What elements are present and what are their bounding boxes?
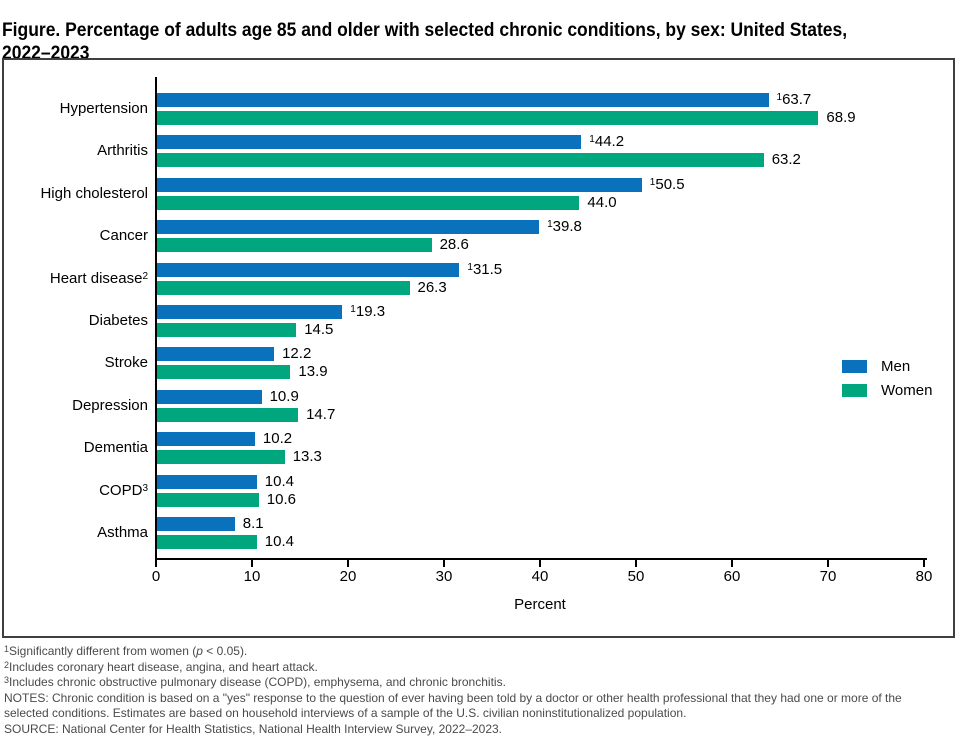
footnote-notes-line-2: selected conditions. Estimates are based… <box>4 706 956 722</box>
legend-label-women: Women <box>881 382 932 399</box>
footnote-2: 2Includes coronary heart disease, angina… <box>4 660 956 676</box>
legend-swatch-women <box>842 384 867 397</box>
bar-men-cancer <box>157 220 539 234</box>
footnote-1-italic-p: p <box>196 644 203 658</box>
value-label-women-asthma: 10.4 <box>265 534 294 550</box>
bar-men-high-cholesterol <box>157 178 642 192</box>
bar-men-stroke <box>157 347 274 361</box>
value-label-men-high-cholesterol: 150.5 <box>650 177 685 193</box>
category-label-heart-disease: Heart disease2 <box>4 271 148 287</box>
legend-item-women: Women <box>842 383 932 398</box>
x-tick-20 <box>347 560 349 567</box>
category-label-hypertension: Hypertension <box>4 101 148 117</box>
legend-label-men: Men <box>881 358 910 375</box>
category-label-asthma: Asthma <box>4 525 148 541</box>
value-label-men-asthma: 8.1 <box>243 516 264 532</box>
x-tick-label-60: 60 <box>708 568 756 585</box>
bar-women-depression <box>157 408 298 422</box>
footnote-source: SOURCE: National Center for Health Stati… <box>4 722 956 737</box>
x-axis-line <box>155 558 927 560</box>
category-label-dementia: Dementia <box>4 440 148 456</box>
footnote-2-text: Includes coronary heart disease, angina,… <box>9 660 318 674</box>
value-label-women-cancer: 28.6 <box>440 237 469 253</box>
value-label-women-copd: 10.6 <box>267 492 296 508</box>
category-label-cancer: Cancer <box>4 228 148 244</box>
value-label-men-depression: 10.9 <box>270 389 299 405</box>
bar-men-asthma <box>157 517 235 531</box>
bar-men-depression <box>157 390 262 404</box>
footnote-3: 3Includes chronic obstructive pulmonary … <box>4 675 956 691</box>
value-label-women-high-cholesterol: 44.0 <box>587 195 616 211</box>
bar-men-hypertension <box>157 93 769 107</box>
value-label-women-depression: 14.7 <box>306 407 335 423</box>
x-tick-label-80: 80 <box>900 568 948 585</box>
x-tick-40 <box>539 560 541 567</box>
footnote-1-text-end: < 0.05). <box>203 644 247 658</box>
x-axis-title: Percent <box>480 596 600 613</box>
x-tick-label-70: 70 <box>804 568 852 585</box>
bar-men-dementia <box>157 432 255 446</box>
x-tick-label-30: 30 <box>420 568 468 585</box>
footnote-1-text: Significantly different from women ( <box>9 644 196 658</box>
footnotes: 1Significantly different from women (p <… <box>4 644 956 737</box>
x-tick-label-40: 40 <box>516 568 564 585</box>
bar-men-copd <box>157 475 257 489</box>
legend-item-men: Men <box>842 359 932 374</box>
bar-women-asthma <box>157 535 257 549</box>
value-label-men-cancer: 139.8 <box>547 219 582 235</box>
x-tick-0 <box>155 560 157 567</box>
category-label-high-cholesterol: High cholesterol <box>4 186 148 202</box>
footnote-1: 1Significantly different from women (p <… <box>4 644 956 660</box>
bar-men-heart-disease <box>157 263 459 277</box>
value-label-men-heart-disease: 131.5 <box>467 262 502 278</box>
value-label-men-copd: 10.4 <box>265 474 294 490</box>
bar-women-arthritis <box>157 153 764 167</box>
category-label-diabetes: Diabetes <box>4 313 148 329</box>
x-tick-label-20: 20 <box>324 568 372 585</box>
figure-title-line-1: Figure. Percentage of adults age 85 and … <box>2 19 847 42</box>
bar-women-diabetes <box>157 323 296 337</box>
x-tick-10 <box>251 560 253 567</box>
bar-women-dementia <box>157 450 285 464</box>
legend: Men Women <box>842 359 932 407</box>
bar-women-copd <box>157 493 259 507</box>
x-tick-label-10: 10 <box>228 568 276 585</box>
category-label-arthritis: Arthritis <box>4 143 148 159</box>
bar-women-cancer <box>157 238 432 252</box>
value-label-women-heart-disease: 26.3 <box>418 280 447 296</box>
value-label-men-dementia: 10.2 <box>263 431 292 447</box>
footnote-notes-line-1: NOTES: Chronic condition is based on a "… <box>4 691 956 707</box>
category-label-stroke: Stroke <box>4 355 148 371</box>
bar-women-high-cholesterol <box>157 196 579 210</box>
bar-men-arthritis <box>157 135 581 149</box>
value-label-men-stroke: 12.2 <box>282 346 311 362</box>
x-tick-30 <box>443 560 445 567</box>
x-tick-label-50: 50 <box>612 568 660 585</box>
value-label-women-arthritis: 63.2 <box>772 152 801 168</box>
value-label-women-stroke: 13.9 <box>298 364 327 380</box>
x-tick-70 <box>827 560 829 567</box>
value-label-men-hypertension: 163.7 <box>777 92 812 108</box>
x-tick-label-0: 0 <box>132 568 180 585</box>
bar-men-diabetes <box>157 305 342 319</box>
footnote-3-text: Includes chronic obstructive pulmonary d… <box>9 675 506 689</box>
value-label-women-dementia: 13.3 <box>293 449 322 465</box>
x-tick-60 <box>731 560 733 567</box>
x-tick-80 <box>923 560 925 567</box>
legend-swatch-men <box>842 360 867 373</box>
bar-women-heart-disease <box>157 281 410 295</box>
category-label-copd: COPD3 <box>4 483 148 499</box>
value-label-women-diabetes: 14.5 <box>304 322 333 338</box>
chart-frame: Percent Men Women Hypertension 163.7 68.9 A… <box>2 58 955 638</box>
x-tick-50 <box>635 560 637 567</box>
value-label-women-hypertension: 68.9 <box>826 110 855 126</box>
value-label-men-diabetes: 119.3 <box>350 304 385 320</box>
category-label-depression: Depression <box>4 398 148 414</box>
bar-women-hypertension <box>157 111 818 125</box>
bar-women-stroke <box>157 365 290 379</box>
value-label-men-arthritis: 144.2 <box>589 134 624 150</box>
